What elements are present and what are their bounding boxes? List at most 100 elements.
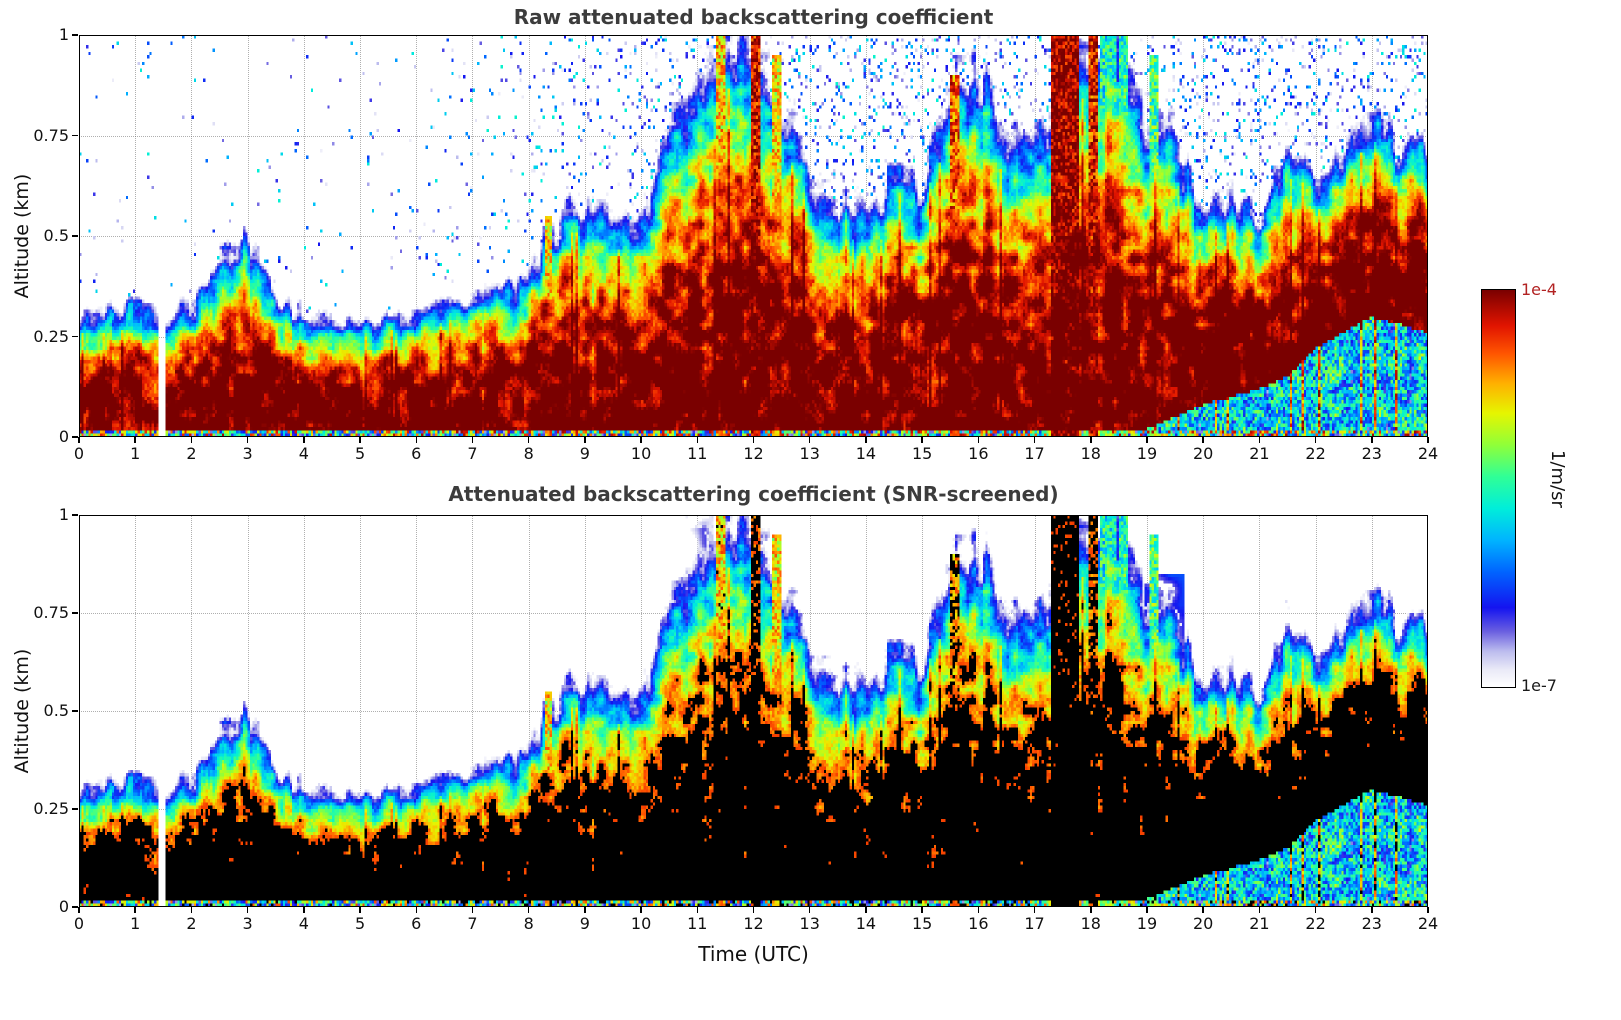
x-tick-label: 5: [354, 914, 366, 933]
x-tick-label: 21: [1249, 914, 1270, 933]
x-tick-mark: [921, 437, 923, 443]
raw-heatmap-panel: [79, 35, 1428, 437]
y-tick-mark: [72, 134, 78, 137]
x-tick-mark: [1033, 437, 1036, 443]
y-tick-label: 0.75: [33, 125, 69, 145]
x-tick-label: 18: [1080, 914, 1101, 933]
x-tick-label: 3: [242, 444, 253, 463]
x-tick-label: 1: [130, 914, 141, 933]
x-tick-label: 19: [1136, 914, 1158, 933]
x-tick-mark: [471, 437, 474, 443]
x-tick-label: 15: [911, 444, 933, 463]
x-tick-label: 4: [298, 444, 309, 463]
y-tick-label: 0: [58, 427, 69, 446]
y-tick-label: 0: [58, 897, 69, 916]
x-tick-mark: [1146, 907, 1148, 913]
x-tick-label: 12: [743, 914, 764, 933]
x-tick-mark: [1371, 437, 1373, 443]
x-tick-mark: [752, 907, 755, 913]
y-tick-mark: [72, 808, 78, 810]
x-tick-mark: [246, 907, 249, 913]
x-tick-mark: [696, 907, 699, 913]
x-tick-label: 13: [799, 914, 820, 933]
x-tick-label: 9: [579, 914, 590, 933]
x-tick-mark: [1202, 437, 1204, 443]
x-tick-mark: [415, 437, 417, 443]
x-tick-mark: [977, 437, 980, 443]
x-tick-label: 22: [1305, 914, 1326, 933]
x-tick-mark: [190, 907, 193, 913]
y-tick-mark: [72, 335, 78, 338]
x-tick-mark: [303, 437, 305, 443]
x-tick-label: 4: [298, 914, 309, 933]
x-tick-mark: [303, 907, 305, 913]
x-tick-label: 14: [855, 914, 877, 933]
x-tick-mark: [1371, 907, 1373, 913]
screened-heatmap-panel: [79, 515, 1428, 907]
x-tick-label: 22: [1305, 444, 1326, 463]
x-tick-mark: [359, 437, 361, 443]
x-tick-mark: [1427, 437, 1429, 443]
x-tick-mark: [1202, 907, 1204, 913]
x-tick-label: 10: [630, 914, 652, 933]
x-tick-label: 21: [1249, 444, 1270, 463]
y-tick-label: 1: [58, 25, 69, 44]
x-tick-mark: [415, 907, 417, 913]
x-tick-mark: [246, 437, 249, 443]
x-tick-label: 23: [1361, 444, 1382, 463]
x-tick-label: 6: [411, 444, 422, 463]
x-tick-label: 17: [1024, 914, 1045, 933]
x-tick-label: 11: [687, 444, 708, 463]
x-tick-label: 16: [968, 914, 989, 933]
x-tick-mark: [808, 437, 811, 443]
x-tick-mark: [640, 437, 642, 443]
x-tick-mark: [1427, 907, 1429, 913]
y-tick-mark: [72, 235, 78, 237]
y-tick-label: 0.25: [33, 326, 69, 346]
x-tick-label: 11: [687, 914, 708, 933]
x-tick-mark: [977, 907, 980, 913]
panel2-title: Attenuated backscattering coefficient (S…: [448, 482, 1059, 506]
x-tick-mark: [584, 907, 586, 913]
x-tick-mark: [1314, 437, 1317, 443]
x-tick-mark: [190, 437, 193, 443]
x-axis-label: Time (UTC): [698, 942, 809, 966]
x-tick-mark: [696, 437, 699, 443]
x-tick-label: 17: [1024, 444, 1045, 463]
x-tick-label: 24: [1417, 444, 1439, 463]
x-tick-mark: [1258, 437, 1261, 443]
x-tick-mark: [134, 437, 136, 443]
x-tick-mark: [1146, 437, 1148, 443]
x-tick-label: 15: [911, 914, 933, 933]
x-tick-label: 0: [73, 444, 85, 463]
x-tick-label: 18: [1080, 444, 1101, 463]
x-tick-label: 1: [130, 444, 141, 463]
x-tick-mark: [752, 437, 755, 443]
x-tick-label: 2: [186, 444, 197, 463]
x-tick-mark: [1258, 907, 1261, 913]
x-tick-mark: [808, 907, 811, 913]
panel1-title: Raw attenuated backscattering coefficien…: [513, 5, 994, 29]
y-tick-mark: [72, 906, 78, 908]
x-tick-mark: [921, 907, 923, 913]
x-tick-label: 8: [523, 914, 534, 933]
x-tick-label: 19: [1136, 444, 1158, 463]
x-tick-label: 20: [1192, 444, 1214, 463]
x-tick-label: 13: [799, 444, 820, 463]
y-tick-label: 0.25: [33, 799, 69, 818]
y-tick-mark: [72, 710, 78, 712]
y-tick-mark: [72, 514, 78, 516]
x-tick-mark: [471, 907, 474, 913]
x-tick-label: 7: [467, 914, 478, 933]
y-tick-mark: [72, 612, 78, 614]
x-tick-label: 8: [523, 444, 534, 463]
x-tick-label: 6: [411, 914, 422, 933]
y-tick-mark: [72, 34, 78, 36]
screened-heatmap-canvas: [79, 515, 1428, 907]
x-tick-label: 0: [73, 914, 85, 933]
x-tick-mark: [359, 907, 361, 913]
colorbar-max-label: 1e-4: [1521, 280, 1557, 299]
x-tick-label: 2: [186, 914, 197, 933]
x-tick-label: 16: [968, 444, 989, 463]
